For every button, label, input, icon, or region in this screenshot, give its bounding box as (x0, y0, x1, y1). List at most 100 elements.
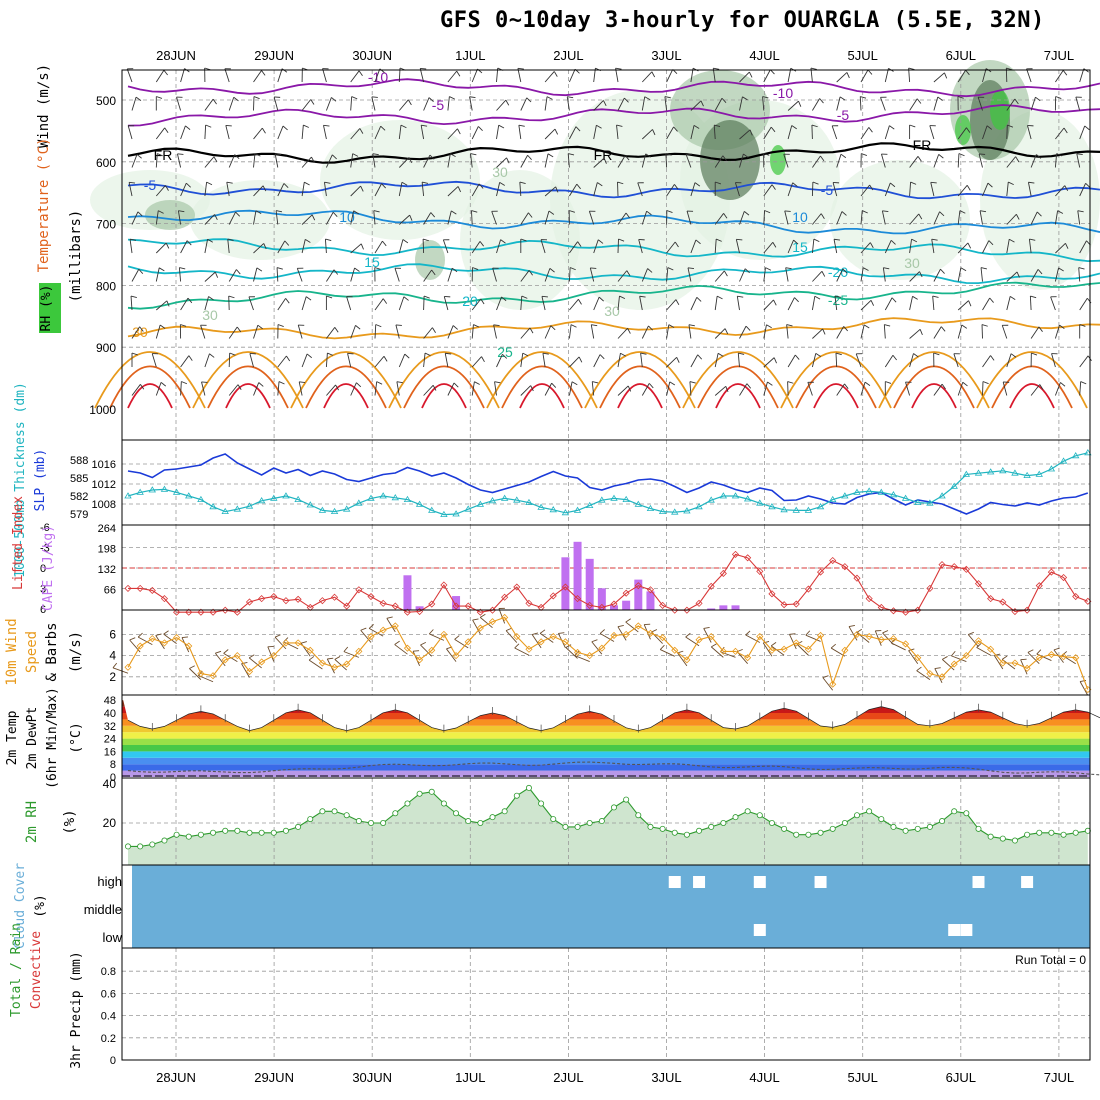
wind-barb-flag (988, 240, 994, 246)
lifted-index-point (646, 586, 655, 594)
wind-barb-flag (209, 353, 215, 358)
rh-2m-point (343, 812, 350, 819)
wind-barb (423, 384, 434, 396)
wind-barb (326, 384, 336, 396)
wind-barb (429, 633, 445, 641)
wind-barb (520, 296, 523, 311)
cape-bar (646, 591, 655, 610)
wind-barb (131, 96, 137, 111)
rh-2m-point (708, 823, 715, 830)
wind-barb-flag (648, 325, 654, 331)
rh-2m-point (258, 829, 265, 836)
wind-barb-flag (429, 154, 435, 160)
thickness-point (537, 503, 545, 510)
wind-barb-flag (237, 384, 242, 390)
wind-barb (688, 324, 692, 339)
wind-barb-flag (966, 127, 971, 133)
slp-tick-label: 1012 (92, 479, 116, 491)
wind-barb (685, 154, 692, 168)
wind-barb (916, 670, 931, 680)
wind-barb-flag (938, 153, 944, 159)
thickness-point (707, 496, 715, 503)
wind-barb-flag (208, 296, 214, 301)
wind-barb-flag (667, 267, 674, 271)
wind-barb-flag (745, 630, 751, 636)
wind-barb (884, 125, 890, 140)
wind-barb (677, 652, 688, 667)
wind-barb (350, 325, 356, 339)
lifted-index-point (829, 556, 837, 565)
wind-barb-flag (498, 124, 505, 129)
wind-speed-point (950, 660, 958, 668)
wind-barb-flag (334, 327, 339, 333)
wind-barb (1076, 153, 1081, 168)
wind-barb-flag (354, 267, 360, 272)
wind-barb (982, 68, 987, 83)
wind-barb-flag (942, 656, 948, 660)
rh-2m-point (611, 804, 618, 811)
wind-barb (811, 239, 815, 254)
thickness-point (488, 497, 497, 504)
wind-barb-flag (1007, 124, 1014, 128)
wind-barb (398, 99, 409, 111)
precip-tick-label: 0.2 (101, 1033, 116, 1045)
wind-barb-flag (1059, 324, 1065, 329)
wind-barb-flag (546, 96, 553, 100)
isotherm-warm-loop (878, 351, 990, 409)
wind-barb-flag (550, 325, 556, 331)
wind-barb (496, 99, 507, 111)
wind-barb-flag (396, 381, 403, 384)
wind-barb (929, 125, 935, 140)
wind-barb-flag (505, 99, 510, 106)
lifted-index-point (403, 608, 412, 616)
wind-barb-flag (626, 270, 631, 276)
wind-barb-flag (470, 153, 477, 156)
wind-barb (836, 154, 842, 168)
wind-barb-flag (528, 212, 533, 218)
contour-label: -5 (432, 97, 445, 113)
wind-barb (569, 241, 578, 254)
wind-barb (277, 355, 287, 368)
wind-barb (253, 127, 263, 140)
wind-barb-flag (472, 618, 479, 621)
wind-barb (155, 324, 161, 339)
wind-barb-flag (962, 381, 968, 387)
wind-barb (641, 268, 648, 282)
rh-2m-point (744, 808, 751, 815)
date-label-top: 4JUL (749, 48, 779, 63)
wind-barb-flag (129, 238, 137, 241)
wind-barb-flag (131, 352, 138, 356)
wind-barb (253, 153, 256, 168)
rh-2m-point (307, 816, 314, 823)
wind10-axis-label: 10m Wind (4, 618, 20, 685)
rh-2m-point (234, 827, 241, 834)
wind-barb-flag (530, 385, 534, 392)
contour-label: -10 (773, 85, 793, 101)
wind-barb (1030, 97, 1036, 111)
wind-barb-flag (185, 125, 191, 130)
wind-barb (593, 239, 599, 254)
lifted-index-point (950, 563, 958, 571)
wind-barb-flag (913, 353, 919, 358)
wind-barb (274, 153, 279, 168)
rh-2m-point (951, 808, 958, 815)
wind-speed-point (1059, 653, 1068, 661)
wind-barb-flag (187, 297, 193, 304)
isotherm-line (127, 209, 1100, 235)
wind-barb-flag (959, 210, 966, 214)
wind-barb-flag (420, 641, 427, 646)
wind-barb (909, 213, 920, 225)
wind-barb-flag (989, 297, 994, 303)
wind-axis-label: Wind (m/s) (36, 64, 52, 148)
wind-barb (471, 210, 473, 225)
wind-barb-flag (156, 96, 163, 99)
wind-barb (276, 267, 279, 282)
wind-barb-flag (428, 629, 434, 635)
wind-barb (783, 154, 789, 168)
wind-barb (350, 267, 355, 282)
wind-barb (1055, 185, 1066, 197)
wind-barb (214, 652, 226, 667)
cape-tick-label: 132 (98, 564, 116, 576)
wind-barb-flag (505, 627, 512, 632)
thickness-point (901, 494, 910, 501)
